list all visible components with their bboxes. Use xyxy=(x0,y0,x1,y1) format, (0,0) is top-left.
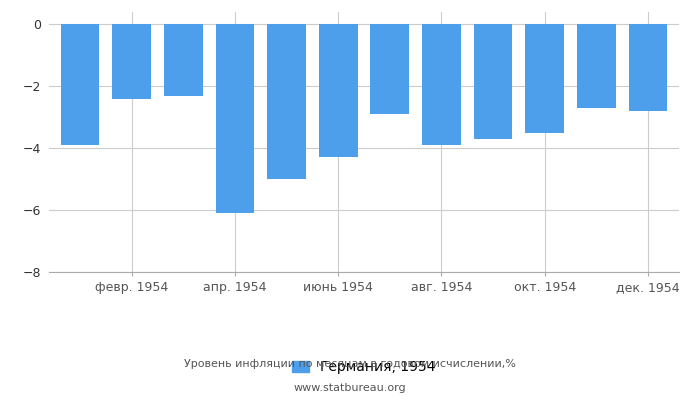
Bar xyxy=(474,24,512,139)
Bar xyxy=(61,24,99,145)
Bar xyxy=(318,24,358,158)
Bar xyxy=(422,24,461,145)
Legend: Германия, 1954: Германия, 1954 xyxy=(293,360,435,374)
Bar xyxy=(370,24,410,114)
Bar xyxy=(267,24,306,179)
Bar xyxy=(216,24,254,213)
Text: www.statbureau.org: www.statbureau.org xyxy=(294,383,406,393)
Bar xyxy=(629,24,667,111)
Bar xyxy=(526,24,564,133)
Bar xyxy=(577,24,616,108)
Text: Уровень инфляции по месяцам в годовом исчислении,%: Уровень инфляции по месяцам в годовом ис… xyxy=(184,359,516,369)
Bar xyxy=(112,24,151,99)
Bar xyxy=(164,24,202,96)
